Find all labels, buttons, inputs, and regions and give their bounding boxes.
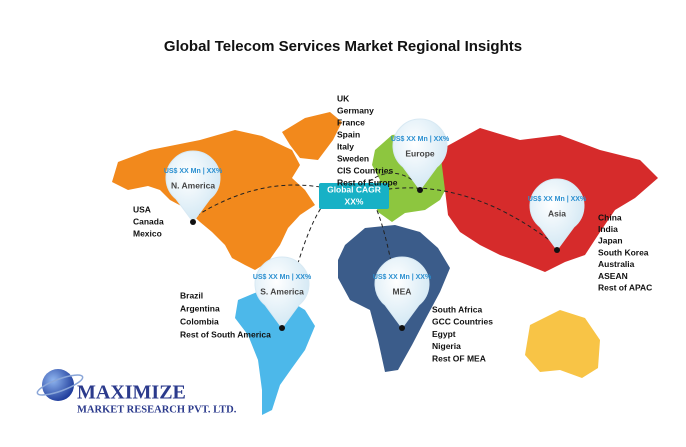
pin xyxy=(254,256,310,329)
pin-dot xyxy=(190,219,196,225)
logo-orbit xyxy=(36,374,84,396)
cagr-box xyxy=(319,183,389,209)
country: Egypt xyxy=(432,329,456,339)
country: Nigeria xyxy=(432,341,461,351)
country: Rest of South America xyxy=(180,329,271,339)
country: ASEAN xyxy=(598,271,628,281)
pin xyxy=(392,118,448,191)
pin-name: Europe xyxy=(405,148,435,158)
cagr-label: Global CAGR xyxy=(327,184,381,194)
country: UK xyxy=(337,93,350,103)
australia xyxy=(525,310,600,378)
pin xyxy=(529,178,585,251)
pin-value: US$ XX Mn | XX% xyxy=(164,168,223,175)
pin-value: US$ XX Mn | XX% xyxy=(373,274,432,281)
country: Rest of Europe xyxy=(337,177,398,187)
title: Global Telecom Services Market Regional … xyxy=(164,38,522,55)
pin-name: N. America xyxy=(171,180,215,190)
country: Rest OF MEA xyxy=(432,353,486,363)
country: South Africa xyxy=(432,304,482,314)
country: USA xyxy=(133,204,151,214)
pin xyxy=(165,150,221,223)
country: Rest of APAC xyxy=(598,282,652,292)
pin-dot xyxy=(417,187,423,193)
country: South Korea xyxy=(598,247,649,257)
pin-name: S. America xyxy=(260,286,304,296)
country: Argentina xyxy=(180,303,220,313)
country: France xyxy=(337,117,365,127)
south-america xyxy=(235,290,315,415)
country: Mexico xyxy=(133,228,162,238)
pin-value: US$ XX Mn | XX% xyxy=(391,136,450,143)
country: Japan xyxy=(598,236,623,246)
country: Australia xyxy=(598,259,635,269)
country: GCC Countries xyxy=(432,317,493,327)
pin-value: US$ XX Mn | XX% xyxy=(528,196,587,203)
country: Italy xyxy=(337,141,354,151)
country: Colombia xyxy=(180,316,219,326)
country: Germany xyxy=(337,105,374,115)
pin-value: US$ XX Mn | XX% xyxy=(253,274,312,281)
country: Spain xyxy=(337,129,360,139)
pin-dot xyxy=(399,325,405,331)
cagr-value: XX% xyxy=(345,196,364,206)
pin-dot xyxy=(279,325,285,331)
greenland xyxy=(282,112,342,160)
country: CIS Countries xyxy=(337,165,393,175)
logo-name: MAXIMIZE xyxy=(77,382,186,404)
pin-name: MEA xyxy=(393,286,412,296)
logo-subtitle: MARKET RESEARCH PVT. LTD. xyxy=(77,404,237,415)
country: Canada xyxy=(133,216,164,226)
country: Brazil xyxy=(180,290,203,300)
north-america xyxy=(112,130,315,270)
country: Sweden xyxy=(337,153,369,163)
pin xyxy=(374,256,430,329)
country: China xyxy=(598,212,622,222)
pin-dot xyxy=(554,247,560,253)
pin-name: Asia xyxy=(548,208,566,218)
country: India xyxy=(598,224,618,234)
